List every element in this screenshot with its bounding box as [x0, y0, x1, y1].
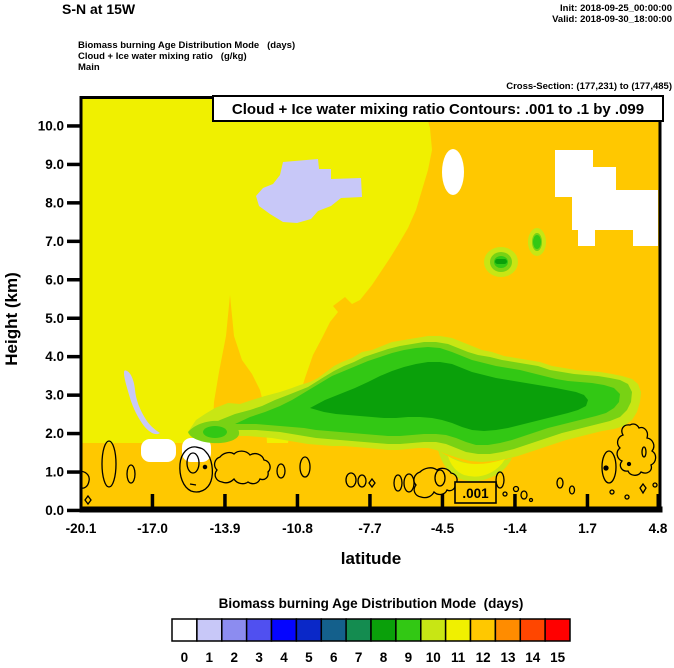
- cross-section-coords: Cross-Section: (177,231) to (177,485): [506, 81, 672, 92]
- green-spot-a: [484, 247, 518, 277]
- svg-text:-7.7: -7.7: [358, 521, 381, 536]
- svg-text:6.0: 6.0: [45, 272, 64, 287]
- svg-text:1: 1: [206, 650, 214, 665]
- svg-text:7: 7: [355, 650, 363, 665]
- svg-text:3: 3: [255, 650, 263, 665]
- y-axis-ticks: [67, 124, 81, 513]
- svg-text:0.0: 0.0: [45, 503, 64, 518]
- svg-text:5.0: 5.0: [45, 311, 64, 326]
- svg-text:6: 6: [330, 650, 338, 665]
- valid-timestamp: Valid: 2018-09-30_18:00:00: [552, 14, 672, 25]
- svg-text:11: 11: [451, 650, 466, 665]
- contour-label: .001: [462, 486, 489, 501]
- field-line-cloud-ice: Cloud + Ice water mixing ratio (g/kg): [78, 51, 247, 62]
- svg-text:3.0: 3.0: [45, 388, 64, 403]
- fill-yellow-dip: [448, 456, 505, 477]
- page-title: S-N at 15W: [62, 1, 136, 17]
- svg-text:-13.9: -13.9: [210, 521, 241, 536]
- plot-area: .001: [81, 97, 661, 510]
- fill-lavender-streak: [124, 370, 160, 435]
- svg-text:9.0: 9.0: [45, 157, 64, 172]
- svg-text:8: 8: [380, 650, 388, 665]
- svg-text:-4.5: -4.5: [431, 521, 455, 536]
- svg-text:2.0: 2.0: [45, 426, 64, 441]
- svg-text:14: 14: [525, 650, 541, 665]
- svg-text:4: 4: [280, 650, 288, 665]
- svg-text:8.0: 8.0: [45, 195, 64, 210]
- svg-text:-1.4: -1.4: [503, 521, 527, 536]
- y-axis-tick-labels: 0.0 1.0 2.0 3.0 4.0 5.0 6.0 7.0 8.0 9.0 …: [38, 119, 64, 519]
- svg-text:4.8: 4.8: [649, 521, 668, 536]
- contour-label-box: .001: [454, 481, 497, 504]
- fill-lavender-patch: [256, 159, 362, 223]
- svg-text:0: 0: [181, 650, 189, 665]
- x-axis-tick-labels: -20.1 -17.0 -13.9 -10.8 -7.7 -4.5 -1.4 1…: [66, 521, 668, 536]
- svg-text:-10.8: -10.8: [282, 521, 313, 536]
- svg-text:-20.1: -20.1: [66, 521, 97, 536]
- svg-text:10.0: 10.0: [38, 119, 64, 134]
- fill-green-core-age8: [310, 362, 588, 431]
- svg-text:5: 5: [305, 650, 313, 665]
- green-spot-b: [528, 228, 546, 256]
- init-timestamp: Init: 2018-09-25_00:00:00: [560, 3, 672, 14]
- svg-text:1.0: 1.0: [45, 465, 64, 480]
- svg-text:10: 10: [426, 650, 441, 665]
- field-line-age-mode: Biomass burning Age Distribution Mode (d…: [78, 40, 295, 51]
- svg-text:-17.0: -17.0: [137, 521, 168, 536]
- svg-text:12: 12: [476, 650, 491, 665]
- svg-text:7.0: 7.0: [45, 234, 64, 249]
- contour-title-box: Cloud + Ice water mixing ratio Contours:…: [212, 95, 664, 122]
- fill-white-oval: [442, 149, 464, 195]
- svg-text:9: 9: [405, 650, 413, 665]
- fill-green-tail-core: [203, 426, 227, 438]
- fill-white-stepped-patch: [555, 150, 658, 246]
- cloud-contour-lines: [81, 423, 658, 506]
- colorbar-title: Biomass burning Age Distribution Mode (d…: [219, 596, 524, 611]
- svg-text:1.7: 1.7: [578, 521, 597, 536]
- svg-text:4.0: 4.0: [45, 349, 64, 364]
- svg-text:13: 13: [500, 650, 516, 665]
- x-axis-title: latitude: [341, 549, 401, 568]
- svg-text:2: 2: [230, 650, 238, 665]
- svg-text:15: 15: [550, 650, 566, 665]
- contour-title: Cloud + Ice water mixing ratio Contours:…: [232, 101, 644, 118]
- field-line-domain: Main: [78, 62, 100, 73]
- fill-white-blob-left: [141, 439, 176, 462]
- x-axis-line: [79, 506, 663, 513]
- colorbar-labels: 0 1 2 3 4 5 6 7 8 9 10 11 12 13 14 15: [181, 650, 566, 665]
- y-axis-title: Height (km): [2, 272, 21, 366]
- colorbar-cells: [171, 618, 571, 642]
